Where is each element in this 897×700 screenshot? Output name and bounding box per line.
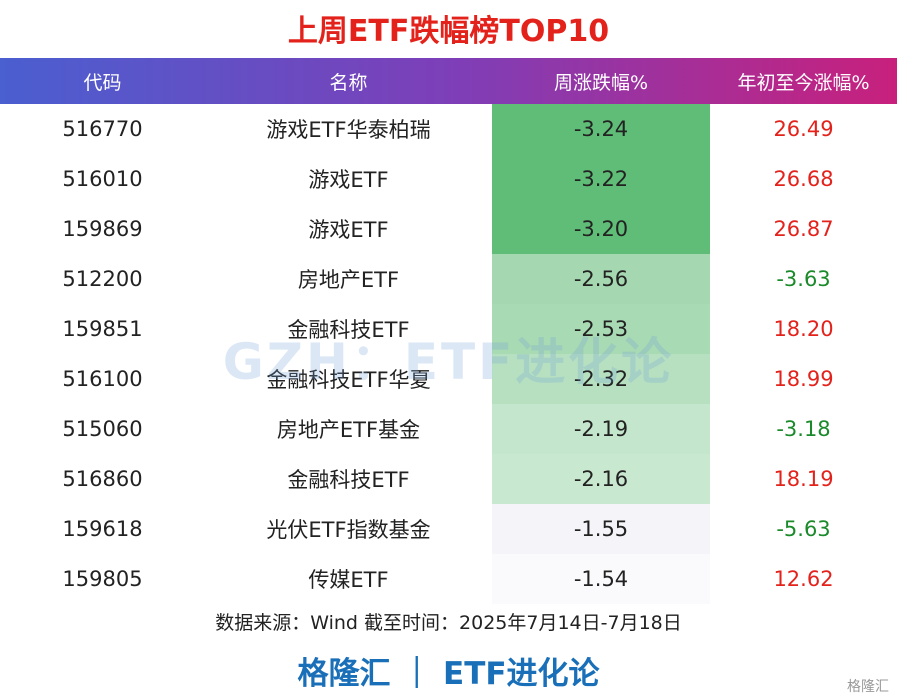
name-cell: 房地产ETF — [297, 268, 400, 292]
change-cell-bg — [492, 504, 710, 554]
weekly-change-cell: -2.19 — [573, 417, 629, 441]
ytd-change-cell: -5.63 — [776, 517, 831, 541]
ytd-change-cell: -3.18 — [776, 417, 831, 441]
title: 上周ETF跌幅榜TOP10 — [287, 14, 610, 49]
ytd-change-cell: 26.49 — [773, 117, 834, 141]
name-cell: 金融科技ETF — [287, 468, 410, 492]
code-cell: 516010 — [62, 167, 143, 191]
weekly-change-cell: -1.55 — [573, 517, 629, 541]
code-cell: 512200 — [62, 267, 143, 291]
weekly-change-cell: -1.54 — [573, 567, 629, 591]
code-cell: 159805 — [62, 567, 143, 591]
code-cell: 515060 — [62, 417, 143, 441]
change-cell-bg — [492, 104, 710, 154]
change-cell-bg — [492, 404, 710, 454]
ytd-change-cell: 26.68 — [773, 167, 834, 191]
ytd-change-cell: 26.87 — [773, 217, 834, 241]
ytd-change-cell: 18.20 — [773, 317, 834, 341]
logo: 格隆汇 — [847, 679, 889, 695]
name-cell: 传媒ETF — [308, 568, 389, 592]
weekly-change-cell: -2.56 — [573, 267, 629, 291]
weekly-change-cell: -3.20 — [573, 217, 629, 241]
weekly-change-cell: -2.32 — [573, 367, 629, 391]
header-cell: 名称 — [329, 71, 368, 94]
change-cell-bg — [492, 454, 710, 504]
name-cell: 金融科技ETF — [287, 318, 410, 342]
weekly-change-cell: -2.16 — [573, 467, 629, 491]
name-cell: 游戏ETF华泰柏瑞 — [266, 118, 431, 142]
change-cell-bg — [492, 254, 710, 304]
name-cell: 金融科技ETF华夏 — [266, 368, 431, 392]
source-note: 数据来源：Wind 截至时间：2025年7月14日-7月18日 — [215, 612, 682, 634]
change-cell-bg — [492, 354, 710, 404]
name-cell: 光伏ETF指数基金 — [266, 518, 431, 542]
header-cell: 周涨跌幅% — [553, 71, 649, 94]
change-cell-bg — [492, 554, 710, 604]
code-cell: 516860 — [62, 467, 143, 491]
ytd-change-cell: 12.62 — [773, 567, 834, 591]
change-cell-bg — [492, 304, 710, 354]
ytd-change-cell: 18.99 — [773, 367, 834, 391]
name-cell: 游戏ETF — [308, 168, 389, 192]
ytd-change-cell: -3.63 — [776, 267, 831, 291]
code-cell: 516100 — [62, 367, 143, 391]
name-cell: 游戏ETF — [308, 218, 389, 242]
code-cell: 516770 — [62, 117, 143, 141]
ytd-change-cell: 18.19 — [773, 467, 834, 491]
header-cell: 年初至今涨幅% — [737, 71, 870, 94]
code-cell: 159851 — [62, 317, 143, 341]
code-cell: 159869 — [62, 217, 143, 241]
change-cell-bg — [492, 154, 710, 204]
weekly-change-cell: -3.22 — [573, 167, 629, 191]
weekly-change-cell: -3.24 — [573, 117, 629, 141]
weekly-change-cell: -2.53 — [573, 317, 629, 341]
code-cell: 159618 — [62, 517, 143, 541]
header-bar — [0, 58, 897, 104]
name-cell: 房地产ETF基金 — [276, 418, 421, 442]
change-cell-bg — [492, 204, 710, 254]
header-cell: 代码 — [83, 71, 122, 94]
footer: 格隆汇 ｜ ETF进化论 — [297, 656, 600, 692]
